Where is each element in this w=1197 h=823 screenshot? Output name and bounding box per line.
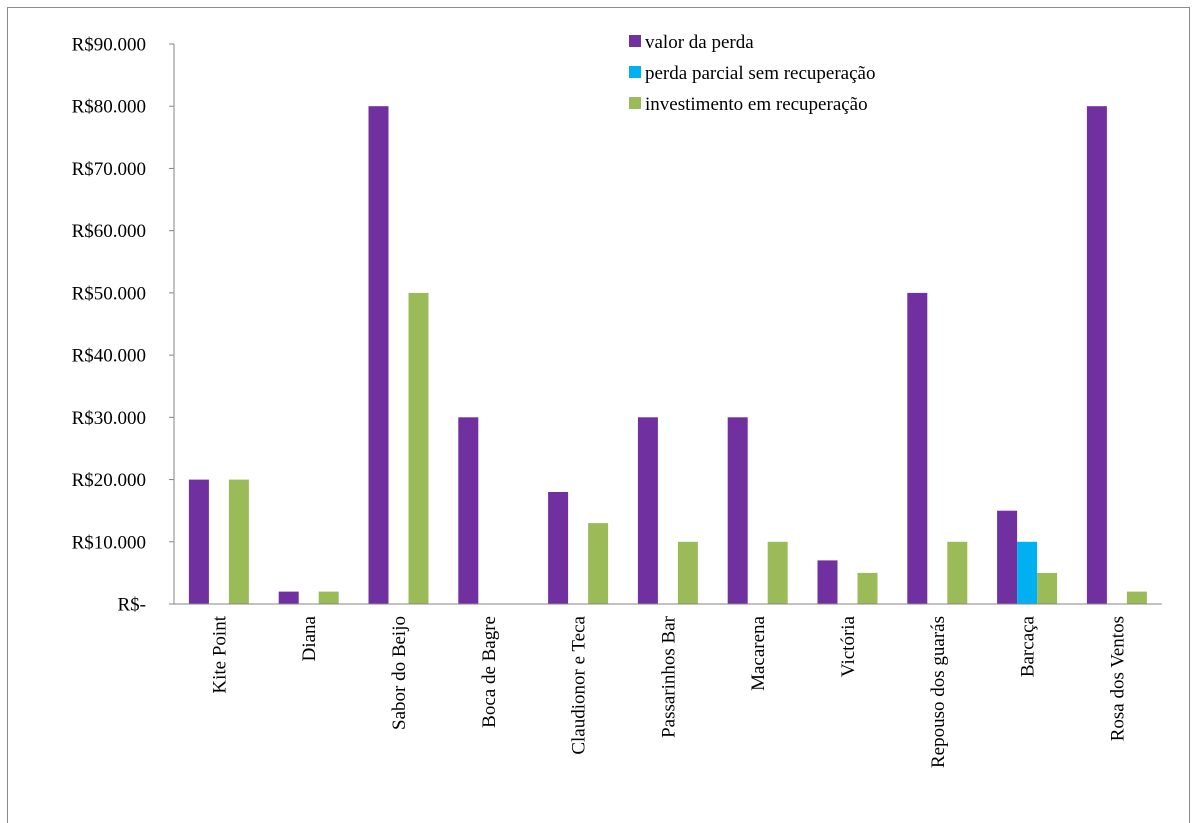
y-tick-label: R$50.000 (72, 283, 146, 304)
bar (588, 523, 609, 604)
category-label: Sabor do Beijo (389, 616, 410, 730)
bar (1037, 572, 1058, 604)
category-label: Victória (838, 615, 859, 677)
category-label: Passarinhos Bar (658, 615, 679, 738)
bar (637, 417, 658, 604)
category-label: Claudionor e Teca (569, 615, 590, 754)
y-tick-label: R$- (118, 595, 147, 616)
bar (997, 510, 1018, 604)
category-label: Macarena (748, 615, 769, 690)
bar (907, 292, 928, 604)
y-tick-label: R$20.000 (72, 470, 146, 491)
y-tick-label: R$30.000 (72, 408, 146, 429)
bar (1017, 541, 1038, 604)
legend-label: valor da perda (645, 32, 754, 53)
category-label: Repouso dos guarás (928, 616, 949, 768)
y-tick-label: R$40.000 (72, 346, 146, 367)
y-tick-label: R$90.000 (72, 35, 146, 56)
bar (548, 492, 569, 604)
bar (408, 292, 429, 604)
bar (677, 541, 698, 604)
bar (767, 541, 788, 604)
bar (228, 479, 249, 604)
bar (1126, 591, 1147, 604)
legend-swatch (629, 66, 641, 78)
category-label: Diana (299, 615, 320, 661)
bar (817, 560, 838, 604)
y-tick-label: R$60.000 (72, 221, 146, 242)
y-tick-label: R$80.000 (72, 97, 146, 118)
category-label: Barcaça (1018, 615, 1039, 677)
legend-label: perda parcial sem recuperação (645, 63, 876, 84)
legend-swatch (629, 97, 641, 109)
bar (458, 417, 479, 604)
bar (857, 572, 878, 604)
y-tick-label: R$70.000 (72, 159, 146, 180)
bar (318, 591, 339, 604)
legend-swatch (629, 35, 641, 47)
bar (188, 479, 209, 604)
bar (947, 541, 968, 604)
category-label: Kite Point (209, 615, 230, 693)
bar (1086, 106, 1107, 604)
category-label: Rosa dos Ventos (1107, 616, 1128, 741)
category-label: Boca de Bagre (479, 616, 500, 728)
bar (368, 106, 389, 604)
y-tick-label: R$10.000 (72, 532, 146, 553)
chart-frame (7, 7, 1190, 823)
bar (727, 417, 748, 604)
bar (278, 591, 299, 604)
legend-label: investimento em recuperação (645, 94, 868, 115)
